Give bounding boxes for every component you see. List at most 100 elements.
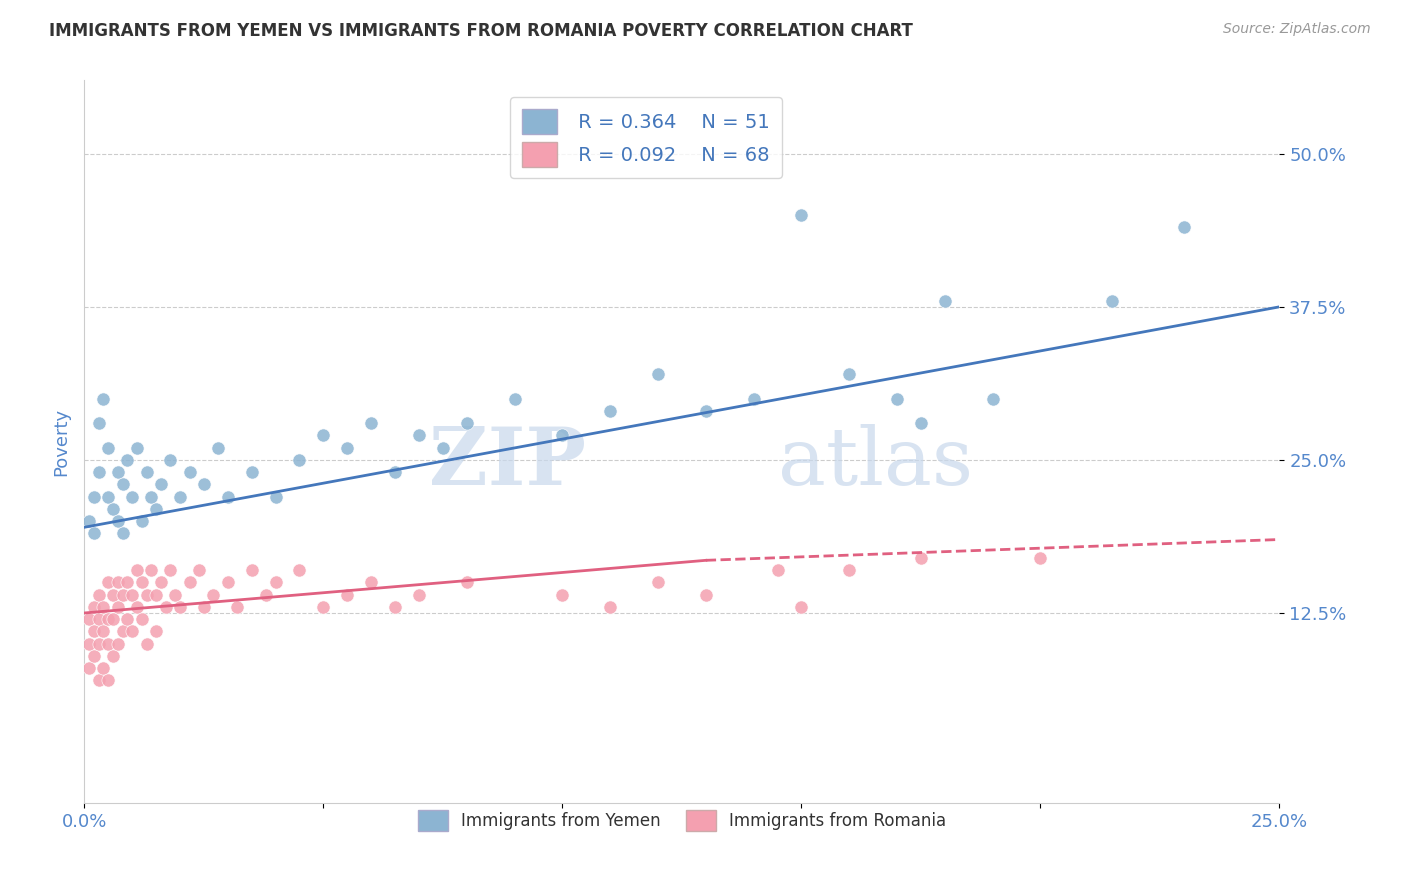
- Point: [149, 477, 172, 491]
- Point: [336, 588, 359, 602]
- Text: ZIP: ZIP: [429, 425, 586, 502]
- Point: [101, 612, 124, 626]
- Point: [77, 514, 100, 528]
- Point: [125, 563, 148, 577]
- Point: [87, 673, 110, 688]
- Point: [695, 588, 717, 602]
- Point: [384, 465, 406, 479]
- Point: [159, 563, 181, 577]
- Point: [107, 514, 129, 528]
- Point: [117, 575, 139, 590]
- Point: [145, 502, 167, 516]
- Point: [97, 575, 120, 590]
- Point: [87, 588, 110, 602]
- Point: [1101, 293, 1123, 308]
- Point: [135, 465, 157, 479]
- Point: [1173, 220, 1195, 235]
- Point: [910, 416, 932, 430]
- Point: [360, 416, 382, 430]
- Point: [226, 599, 249, 614]
- Point: [101, 502, 124, 516]
- Point: [456, 416, 478, 430]
- Point: [551, 428, 574, 442]
- Point: [179, 575, 201, 590]
- Legend: Immigrants from Yemen, Immigrants from Romania: Immigrants from Yemen, Immigrants from R…: [411, 803, 953, 838]
- Point: [360, 575, 382, 590]
- Point: [107, 637, 129, 651]
- Point: [934, 293, 956, 308]
- Point: [188, 563, 211, 577]
- Point: [107, 465, 129, 479]
- Point: [169, 599, 191, 614]
- Point: [145, 624, 167, 639]
- Point: [83, 599, 105, 614]
- Point: [838, 367, 860, 381]
- Point: [1029, 550, 1052, 565]
- Point: [264, 575, 287, 590]
- Point: [503, 392, 526, 406]
- Point: [111, 624, 134, 639]
- Point: [742, 392, 765, 406]
- Point: [599, 404, 621, 418]
- Point: [202, 588, 225, 602]
- Point: [87, 465, 110, 479]
- Point: [93, 624, 115, 639]
- Point: [125, 599, 148, 614]
- Point: [886, 392, 908, 406]
- Point: [97, 673, 120, 688]
- Point: [264, 490, 287, 504]
- Point: [145, 588, 167, 602]
- Y-axis label: Poverty: Poverty: [52, 408, 70, 475]
- Point: [155, 599, 177, 614]
- Point: [93, 392, 115, 406]
- Point: [647, 367, 669, 381]
- Point: [159, 453, 181, 467]
- Point: [97, 490, 120, 504]
- Point: [141, 563, 163, 577]
- Point: [169, 490, 191, 504]
- Point: [83, 526, 105, 541]
- Point: [790, 208, 813, 222]
- Point: [217, 490, 239, 504]
- Point: [312, 428, 335, 442]
- Point: [101, 588, 124, 602]
- Point: [336, 441, 359, 455]
- Point: [121, 624, 143, 639]
- Point: [131, 612, 153, 626]
- Point: [766, 563, 789, 577]
- Point: [87, 416, 110, 430]
- Point: [121, 588, 143, 602]
- Point: [288, 563, 311, 577]
- Point: [97, 637, 120, 651]
- Point: [131, 575, 153, 590]
- Point: [910, 550, 932, 565]
- Point: [77, 637, 100, 651]
- Point: [111, 477, 134, 491]
- Point: [93, 599, 115, 614]
- Point: [135, 637, 157, 651]
- Text: IMMIGRANTS FROM YEMEN VS IMMIGRANTS FROM ROMANIA POVERTY CORRELATION CHART: IMMIGRANTS FROM YEMEN VS IMMIGRANTS FROM…: [49, 22, 912, 40]
- Point: [790, 599, 813, 614]
- Point: [981, 392, 1004, 406]
- Point: [87, 612, 110, 626]
- Point: [254, 588, 277, 602]
- Point: [117, 612, 139, 626]
- Point: [117, 453, 139, 467]
- Point: [97, 612, 120, 626]
- Point: [193, 599, 215, 614]
- Point: [83, 648, 105, 663]
- Point: [111, 588, 134, 602]
- Point: [111, 526, 134, 541]
- Point: [432, 441, 454, 455]
- Point: [107, 575, 129, 590]
- Point: [551, 588, 574, 602]
- Point: [121, 490, 143, 504]
- Point: [135, 588, 157, 602]
- Point: [125, 441, 148, 455]
- Text: atlas: atlas: [778, 425, 973, 502]
- Point: [77, 661, 100, 675]
- Point: [101, 648, 124, 663]
- Point: [384, 599, 406, 614]
- Point: [87, 637, 110, 651]
- Point: [83, 624, 105, 639]
